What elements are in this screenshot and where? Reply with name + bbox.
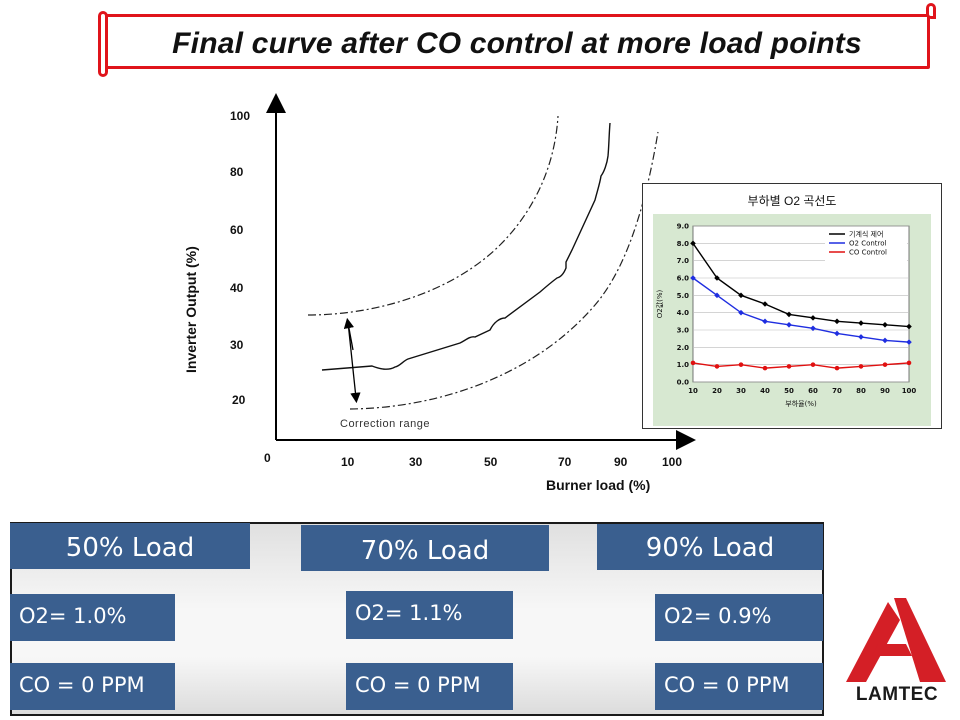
inset-legend-label: O2 Control xyxy=(849,240,887,248)
inset-svg: 9.0 8.0 7.0 6.0 5.0 4.0 3.0 2.0 1.0 0.010 20 30 40 50… xyxy=(656,223,917,409)
correction-arrow xyxy=(347,321,361,404)
inset-data-point xyxy=(810,362,816,367)
inset-series-line xyxy=(692,242,910,328)
x-tick-label: 100 xyxy=(662,455,682,469)
title-banner: Final curve after CO control at more loa… xyxy=(98,3,938,78)
inset-data-point xyxy=(906,360,912,366)
banner-curl-left xyxy=(98,11,108,77)
load-70-co: CO = 0 PPM xyxy=(346,663,513,710)
inset-x-tick-label: 20 xyxy=(712,387,722,395)
lamtec-logo-mark xyxy=(846,598,946,682)
inset-data-point xyxy=(690,360,696,366)
inset-x-tick-label: 70 xyxy=(832,387,842,395)
inset-plot-area: 9.0 8.0 7.0 6.0 5.0 4.0 3.0 2.0 1.0 0.0 10 20 30 40 50… xyxy=(653,214,931,426)
inset-data-point xyxy=(714,364,720,369)
y-axis-title: Inverter Output (%) xyxy=(183,246,199,373)
x-axis-title: Burner load (%) xyxy=(546,477,650,493)
y-tick-label: 100 xyxy=(230,109,250,123)
inset-x-tick-label: 50 xyxy=(784,387,794,395)
load-90-header: 90% Load xyxy=(597,524,823,570)
title-frame: Final curve after CO control at more loa… xyxy=(98,3,936,77)
lamtec-logo: LAMTEC xyxy=(842,598,952,713)
origin-label: 0 xyxy=(264,451,271,465)
logo-text: LAMTEC xyxy=(855,684,939,705)
inset-data-point xyxy=(786,364,792,369)
y-tick-label: 30 xyxy=(230,338,244,352)
load-90-co: CO = 0 PPM xyxy=(655,663,823,710)
inset-y-tick-label: 1.0 xyxy=(677,361,690,369)
inset-x-tick-label: 10 xyxy=(688,387,698,395)
inset-y-tick-label: 5.0 xyxy=(677,292,690,300)
inset-x-tick-label: 90 xyxy=(880,387,890,395)
o2-inset-chart: 부하별 O2 곡선도 9.0 8.0 7.0 6.0 5.0 4.0 3.0 2.0 1.0 0.… xyxy=(642,183,942,429)
x-tick-label: 70 xyxy=(558,455,572,469)
inset-y-tick-label: 8.0 xyxy=(677,240,690,248)
correction-range-label: Correction range xyxy=(340,418,430,430)
inset-x-tick-label: 80 xyxy=(856,387,866,395)
y-tick-label: 60 xyxy=(230,223,244,237)
inset-series-line xyxy=(692,362,910,369)
load-90-o2: O2= 0.9% xyxy=(655,594,823,641)
banner-curl-right xyxy=(926,3,936,19)
inset-y-tick-label: 0.0 xyxy=(677,379,690,387)
inset-data-point xyxy=(834,365,840,371)
inset-x-tick-label: 100 xyxy=(902,387,917,395)
inset-y-axis-title: O2값(%) xyxy=(656,289,664,318)
inset-y-tick-label: 9.0 xyxy=(677,223,690,231)
inset-data-point xyxy=(882,362,888,367)
load-70-header: 70% Load xyxy=(301,525,549,571)
lower-bound-curve xyxy=(349,131,659,410)
y-tick-label: 20 xyxy=(232,393,246,407)
inset-x-tick-label: 40 xyxy=(760,387,770,395)
inset-data-point xyxy=(858,364,864,369)
y-tick-label: 80 xyxy=(230,165,244,179)
upper-bound-curve xyxy=(307,115,559,316)
y-tick-label: 40 xyxy=(230,281,244,295)
slide-title: Final curve after CO control at more loa… xyxy=(172,27,862,60)
inset-data-point xyxy=(738,362,744,367)
inset-y-tick-label: 6.0 xyxy=(677,275,690,283)
inset-y-tick-label: 2.0 xyxy=(677,344,690,352)
load-50-header: 50% Load xyxy=(10,523,250,569)
inset-x-tick-label: 30 xyxy=(736,387,746,395)
load-50-co: CO = 0 PPM xyxy=(10,663,175,710)
x-tick-label: 50 xyxy=(484,455,498,469)
inset-legend-label: CO Control xyxy=(849,249,887,257)
inset-chart-title: 부하별 O2 곡선도 xyxy=(747,194,837,208)
final-curve xyxy=(321,122,611,371)
inset-y-tick-label: 4.0 xyxy=(677,309,690,317)
inset-y-tick-label: 7.0 xyxy=(677,257,690,265)
inset-x-axis-title: 부하율(%) xyxy=(785,399,817,408)
inset-legend-label: 기계식 제어 xyxy=(849,230,883,239)
inset-series-line xyxy=(692,277,910,343)
load-50-o2: O2= 1.0% xyxy=(10,594,175,641)
inset-x-tick-label: 60 xyxy=(808,387,818,395)
inset-data-point xyxy=(762,365,768,371)
inset-y-tick-label: 3.0 xyxy=(677,327,690,335)
x-tick-label: 10 xyxy=(341,455,355,469)
load-70-o2: O2= 1.1% xyxy=(346,591,513,639)
x-tick-label: 30 xyxy=(409,455,423,469)
x-tick-label: 90 xyxy=(614,455,628,469)
